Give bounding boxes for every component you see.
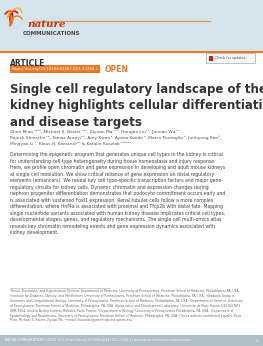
Text: nature: nature (27, 20, 66, 29)
FancyBboxPatch shape (0, 335, 263, 346)
Text: 1: 1 (256, 338, 258, 343)
Text: ¹Renal, Electrolyte, and Hypertension Division, Department of Medicine, Universi: ¹Renal, Electrolyte, and Hypertension Di… (10, 289, 243, 322)
Text: OPEN: OPEN (105, 64, 129, 73)
Text: NATURE COMMUNICATIONS | (2021) 12:2 | https://doi.org/10.1038/s41467-021-22266-1: NATURE COMMUNICATIONS | (2021) 12:2 | ht… (5, 338, 192, 343)
FancyBboxPatch shape (10, 65, 100, 73)
Text: Check for updates: Check for updates (215, 56, 245, 61)
FancyBboxPatch shape (209, 56, 213, 61)
Text: Determining the epigenetic program that generates unique cell types in the kidne: Determining the epigenetic program that … (10, 152, 225, 235)
FancyBboxPatch shape (0, 0, 263, 52)
Text: ARTICLE: ARTICLE (10, 59, 45, 68)
Text: Single cell regulatory landscape of the mouse
kidney highlights cellular differe: Single cell regulatory landscape of the … (10, 83, 263, 129)
Text: Zhen Miao ¹²³⁴, Michael S. Balzer ¹²⁸, Ziyuan Ma ¹²⁸, Hongbo Liu¹², Junnan Wu ¹²: Zhen Miao ¹²³⁴, Michael S. Balzer ¹²⁸, Z… (10, 129, 221, 146)
FancyBboxPatch shape (206, 54, 255, 64)
Text: https://doi.org/10.1038/s41467-021-22266-1: https://doi.org/10.1038/s41467-021-22266… (12, 67, 99, 71)
Text: COMMUNICATIONS: COMMUNICATIONS (23, 31, 81, 36)
